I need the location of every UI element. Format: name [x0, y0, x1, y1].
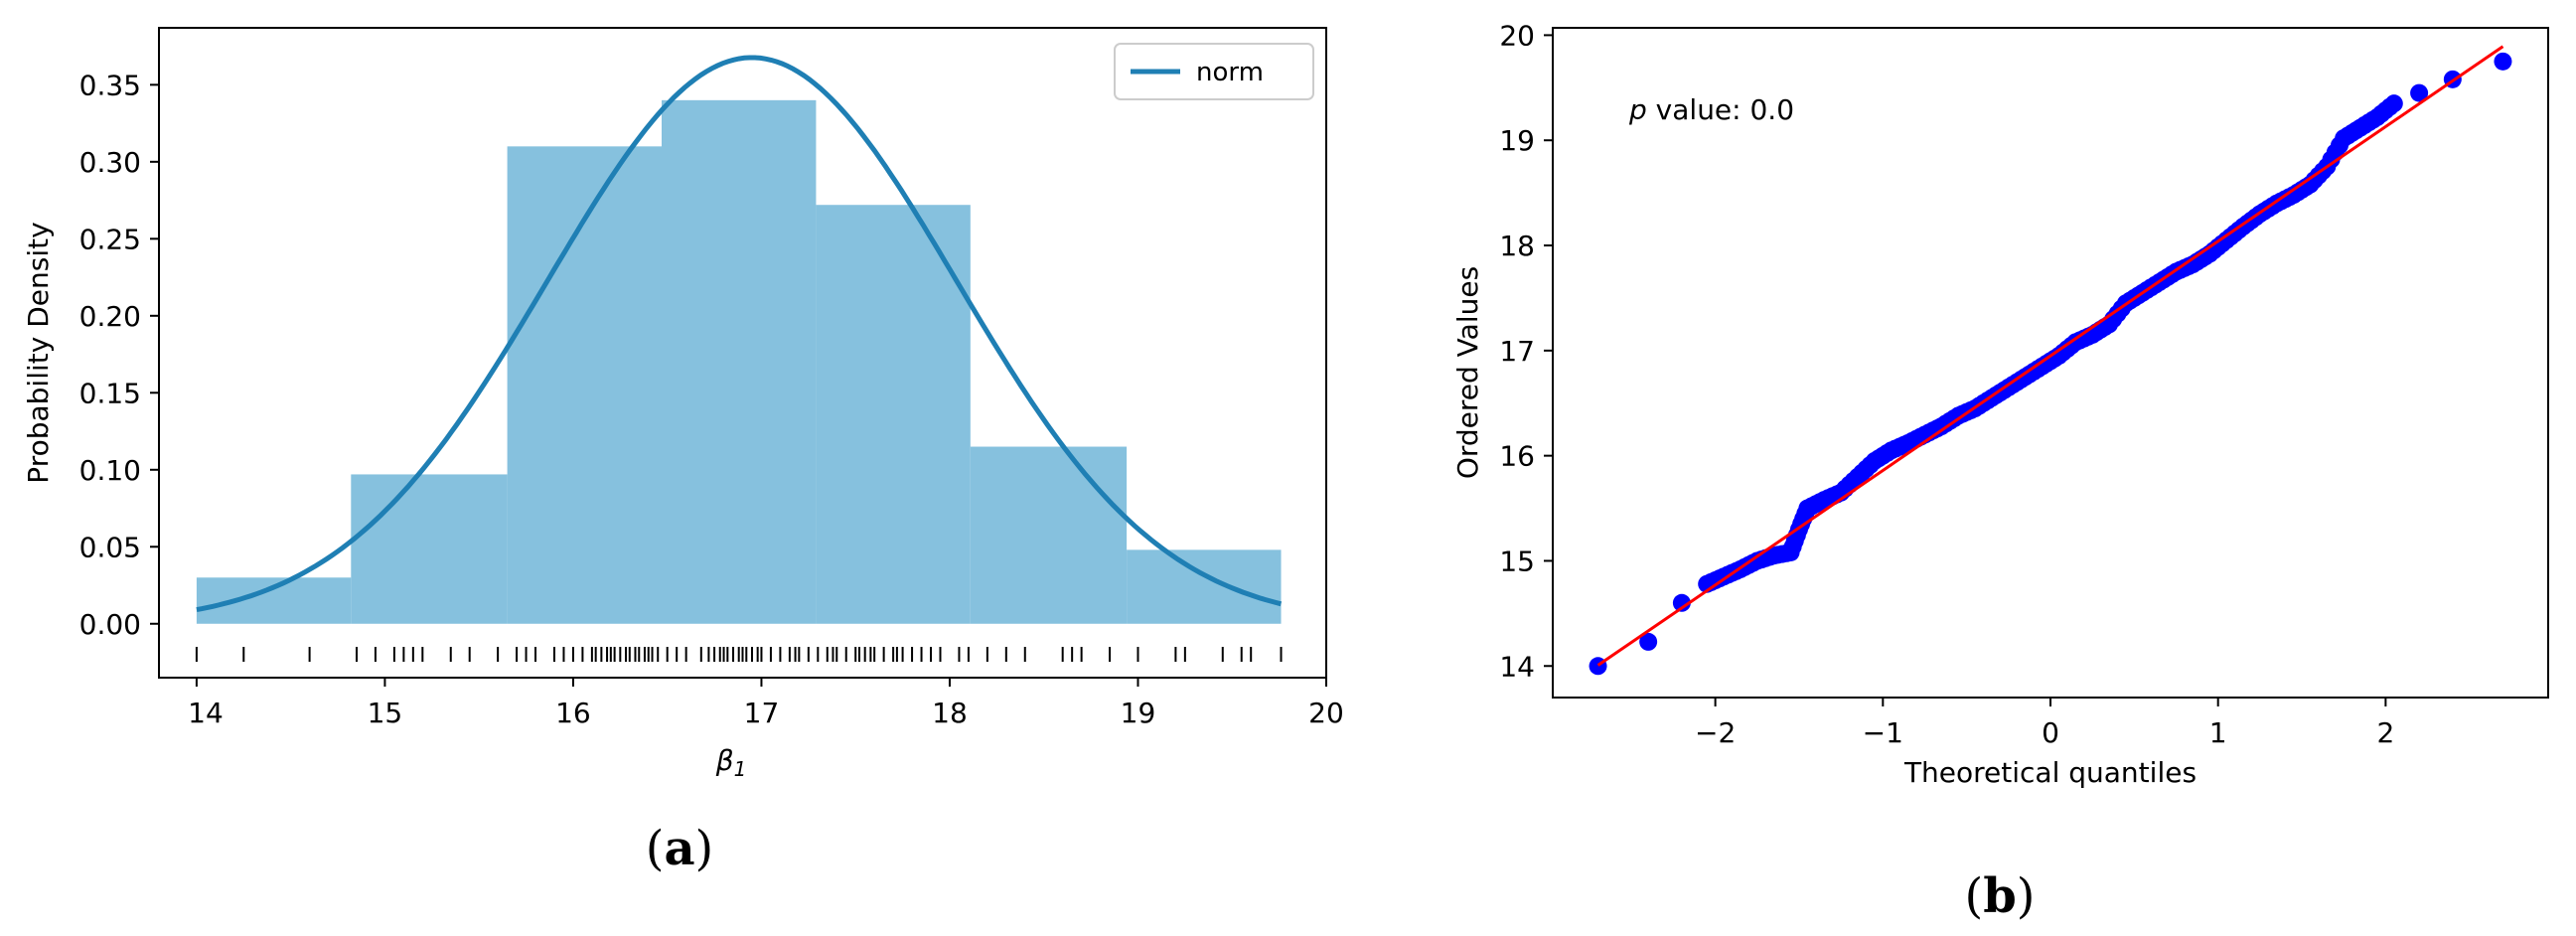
y-tick-label: 0.30	[79, 146, 141, 179]
histogram-bar-6	[1127, 549, 1282, 624]
y-axis-ticks-b	[1544, 34, 1553, 668]
y-tick-label: 16	[1499, 440, 1535, 473]
x-tick-label: 1	[2209, 716, 2227, 749]
y-axis-label-b: Ordered Values	[1451, 266, 1484, 479]
x-tick-label: 16	[555, 697, 591, 729]
y-tick-label: 0.25	[79, 223, 141, 255]
y-tick-label: 0.05	[79, 531, 141, 563]
legend-box	[1114, 43, 1314, 100]
x-axis-label-sub: 1	[734, 757, 747, 781]
x-tick-label: 19	[1121, 697, 1156, 729]
y-axis-ticks-a	[150, 83, 159, 625]
qq-fit-line	[1596, 45, 2504, 667]
y-tick-label: 0.15	[79, 377, 141, 409]
histogram-bar-2	[507, 146, 663, 624]
panel-b: −2 −1 0 1 2 14 15 16 17 18 19 20 Ordered…	[1451, 19, 2549, 924]
qq-point-fill	[2380, 97, 2399, 116]
plot-frame-a	[158, 27, 1327, 679]
y-tick-label: 14	[1499, 650, 1535, 683]
x-tick-label: 2	[2376, 716, 2394, 749]
y-tick-label: 18	[1499, 230, 1535, 262]
y-axis-label-a: Probability Density	[22, 222, 55, 483]
y-tick-label: 0.10	[79, 454, 141, 487]
x-tick-label: 0	[2042, 716, 2059, 749]
x-axis-ticks-b	[1714, 698, 2387, 706]
qq-point-46	[2410, 83, 2429, 102]
x-tick-label: 20	[1308, 697, 1344, 729]
x-tick-label: 17	[744, 697, 780, 729]
x-tick-label: 18	[932, 697, 968, 729]
y-tick-label: 0.00	[79, 608, 141, 641]
legend-label: norm	[1196, 58, 1264, 87]
histogram-bar-4	[816, 205, 971, 624]
histogram-bar-0	[196, 577, 352, 624]
y-tick-label: 20	[1499, 19, 1535, 52]
x-tick-label: −1	[1863, 716, 1903, 749]
p-value-annotation: p value: 0.0	[1628, 93, 1794, 126]
histogram-bar-1	[351, 474, 508, 624]
x-axis-ticks-a	[195, 678, 1327, 687]
y-tick-label: 17	[1499, 335, 1535, 368]
qq-point-48	[2494, 52, 2512, 71]
histogram-bars	[196, 99, 1282, 624]
y-tick-label: 19	[1499, 124, 1535, 157]
x-axis-label-main: β	[715, 744, 734, 777]
x-tick-label: −2	[1695, 716, 1736, 749]
legend-a: norm	[1114, 43, 1314, 100]
x-axis-label-b: Theoretical quantiles	[1903, 756, 2197, 789]
y-tick-label: 0.35	[79, 69, 141, 101]
qq-point-1	[1639, 632, 1658, 651]
rug-ticks	[195, 647, 1283, 662]
y-tick-label: 0.20	[79, 300, 141, 333]
x-axis-label-a: β1	[715, 744, 747, 781]
qq-points	[1589, 52, 2512, 676]
qq-point-2	[1672, 593, 1691, 612]
y-tick-label: 15	[1499, 545, 1535, 577]
normal-fit-curve	[196, 55, 1283, 613]
caption-a: (a)	[646, 821, 714, 876]
x-tick-label: 14	[188, 697, 224, 729]
x-tick-label: 15	[368, 697, 403, 729]
panel-a: 14 15 16 17 18 19 20 0.00 0.05 0.10 0.15…	[22, 27, 1344, 876]
caption-b: (b)	[1964, 868, 2035, 924]
histogram-bar-3	[662, 99, 817, 624]
histogram-bar-5	[970, 446, 1128, 624]
